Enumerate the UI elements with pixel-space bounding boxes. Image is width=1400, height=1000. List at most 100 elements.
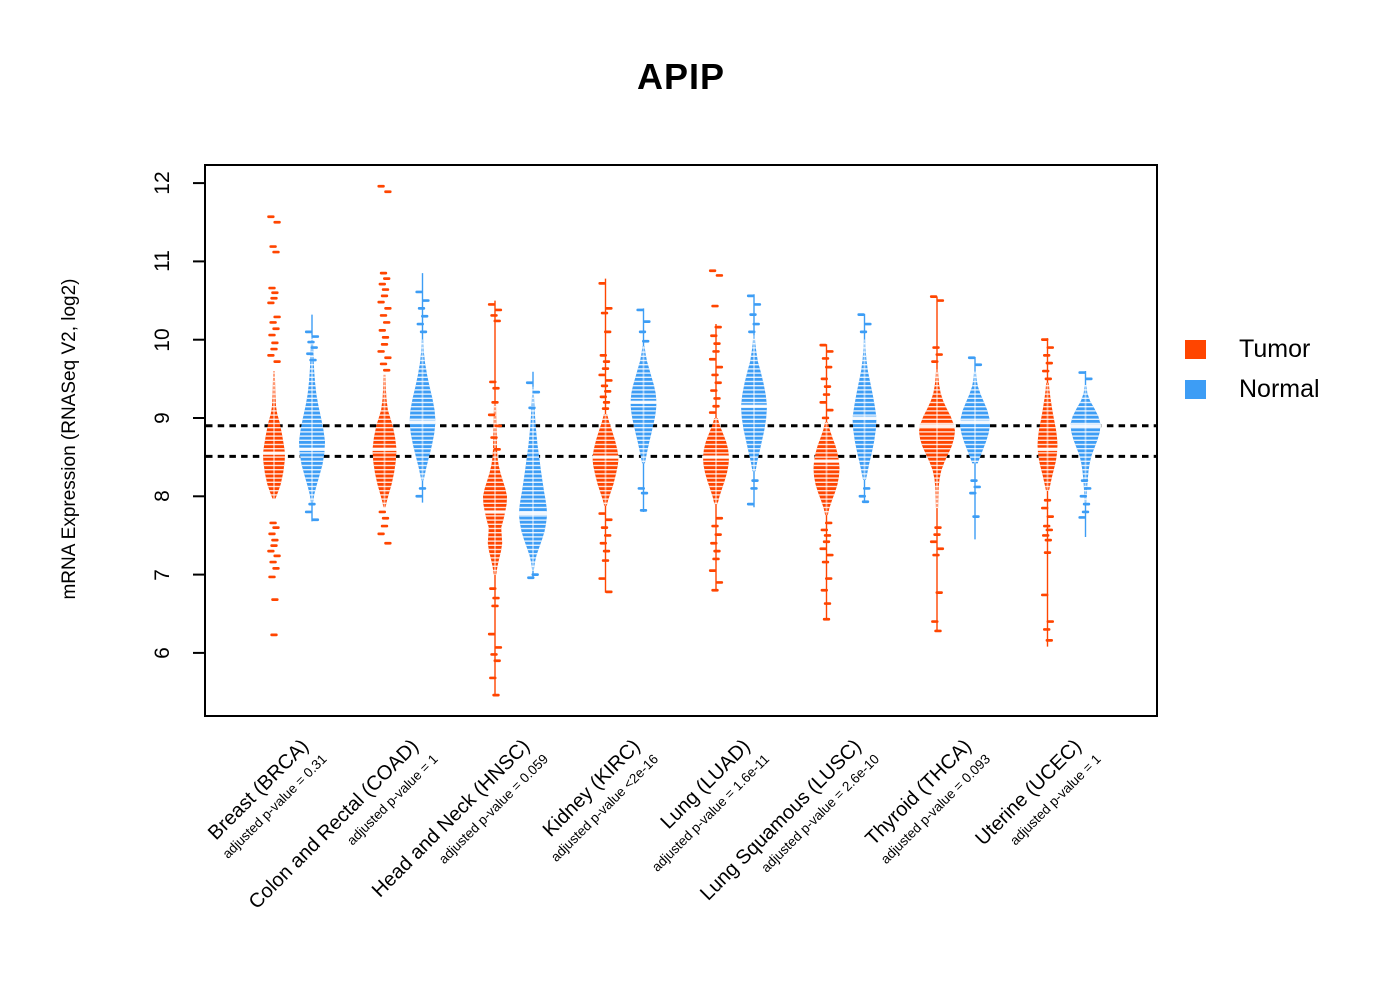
data-point-dash <box>381 336 390 339</box>
data-point-dash <box>490 436 498 439</box>
data-point-dash <box>604 330 612 334</box>
data-point-dash <box>712 404 720 408</box>
data-point-dash <box>711 304 719 308</box>
data-point-dash <box>640 491 649 495</box>
data-point-dash <box>383 321 391 324</box>
data-point-dash <box>819 343 827 347</box>
violin-tumor-7 <box>1036 338 1059 647</box>
data-point-dash <box>1080 479 1089 482</box>
data-point-dash <box>598 282 606 285</box>
data-point-dash <box>819 401 827 404</box>
data-point-dash <box>494 424 503 428</box>
data-point-dash <box>270 347 278 351</box>
y-tick-label: 10 <box>151 328 174 352</box>
data-point-dash <box>859 330 868 334</box>
data-point-dash <box>532 390 541 394</box>
data-point-dash <box>605 379 613 382</box>
data-point-dash <box>1041 338 1049 341</box>
data-point-dash <box>1045 361 1053 365</box>
violin-normal-0 <box>298 314 326 522</box>
data-point-dash <box>602 401 611 404</box>
data-point-dash <box>493 319 501 323</box>
data-point-dash <box>820 377 828 381</box>
violin-normal-1 <box>408 273 437 503</box>
data-point-dash <box>379 271 388 275</box>
median-gap <box>262 451 286 455</box>
data-point-dash <box>752 322 760 326</box>
data-point-dash <box>825 521 833 525</box>
data-point-dash <box>273 360 281 363</box>
data-point-dash <box>493 659 501 663</box>
data-point-dash <box>708 357 717 361</box>
data-point-dash <box>269 321 277 324</box>
data-point-dash <box>600 311 609 315</box>
data-point-dash <box>310 346 318 349</box>
data-point-dash <box>272 526 280 529</box>
data-point-dash <box>273 220 281 224</box>
data-point-dash <box>825 577 833 580</box>
data-point-dash <box>823 385 832 388</box>
data-point-dash <box>306 352 314 356</box>
data-point-dash <box>270 296 278 300</box>
data-point-dash <box>268 575 276 579</box>
data-point-dash <box>422 299 430 302</box>
violin-tumor-0 <box>262 215 286 637</box>
data-point-dash <box>384 190 392 194</box>
data-point-dash <box>822 393 831 396</box>
data-point-dash <box>929 295 938 298</box>
median-gap <box>629 400 658 404</box>
data-point-dash <box>490 314 498 317</box>
data-point-dash <box>487 413 496 417</box>
data-point-dash <box>710 334 718 338</box>
data-point-dash <box>598 577 606 580</box>
data-point-dash <box>638 330 647 334</box>
data-point-dash <box>714 533 722 536</box>
data-point-dash <box>1042 534 1050 537</box>
data-point-dash <box>272 250 280 254</box>
legend-row-tumor: Tumor <box>1185 329 1320 369</box>
data-point-dash <box>267 549 275 553</box>
data-point-dash <box>268 333 276 337</box>
data-point-dash <box>491 604 499 608</box>
data-point-dash <box>712 557 720 561</box>
data-point-dash <box>931 620 939 623</box>
data-point-dash <box>492 386 500 390</box>
y-tick-label: 6 <box>151 647 174 659</box>
median-gap <box>959 420 991 424</box>
data-point-dash <box>821 560 830 564</box>
data-point-dash <box>1082 502 1091 506</box>
median-gap <box>740 404 768 408</box>
data-point-dash <box>269 521 277 525</box>
median-gap <box>518 511 548 516</box>
data-point-dash <box>418 487 427 490</box>
data-point-dash <box>822 617 831 621</box>
data-point-dash <box>933 533 941 536</box>
data-point-dash <box>748 330 756 334</box>
data-point-dash <box>378 282 386 286</box>
data-point-dash <box>602 549 611 553</box>
data-point-dash <box>713 342 721 345</box>
data-point-dash <box>715 365 724 369</box>
data-point-dash <box>421 314 429 318</box>
data-point-dash <box>377 350 385 353</box>
data-point-dash <box>708 269 717 273</box>
data-point-dash <box>267 354 275 357</box>
violin-normal-4 <box>740 294 768 508</box>
data-point-dash <box>598 512 606 515</box>
data-point-dash <box>1041 506 1049 510</box>
data-point-dash <box>525 381 534 385</box>
data-point-dash <box>271 341 279 345</box>
data-point-dash <box>826 408 834 412</box>
legend: Tumor Normal <box>1185 329 1320 409</box>
legend-label-normal: Normal <box>1239 374 1320 403</box>
data-point-dash <box>1043 524 1051 528</box>
data-point-dash <box>1041 593 1049 597</box>
data-point-dash <box>601 407 610 410</box>
median-gap <box>851 416 878 420</box>
legend-swatch-normal-icon <box>1185 379 1206 399</box>
data-point-dash <box>379 314 388 317</box>
data-point-dash <box>272 567 280 570</box>
data-point-dash <box>1042 369 1050 373</box>
data-point-dash <box>604 534 612 537</box>
data-point-dash <box>311 518 320 522</box>
